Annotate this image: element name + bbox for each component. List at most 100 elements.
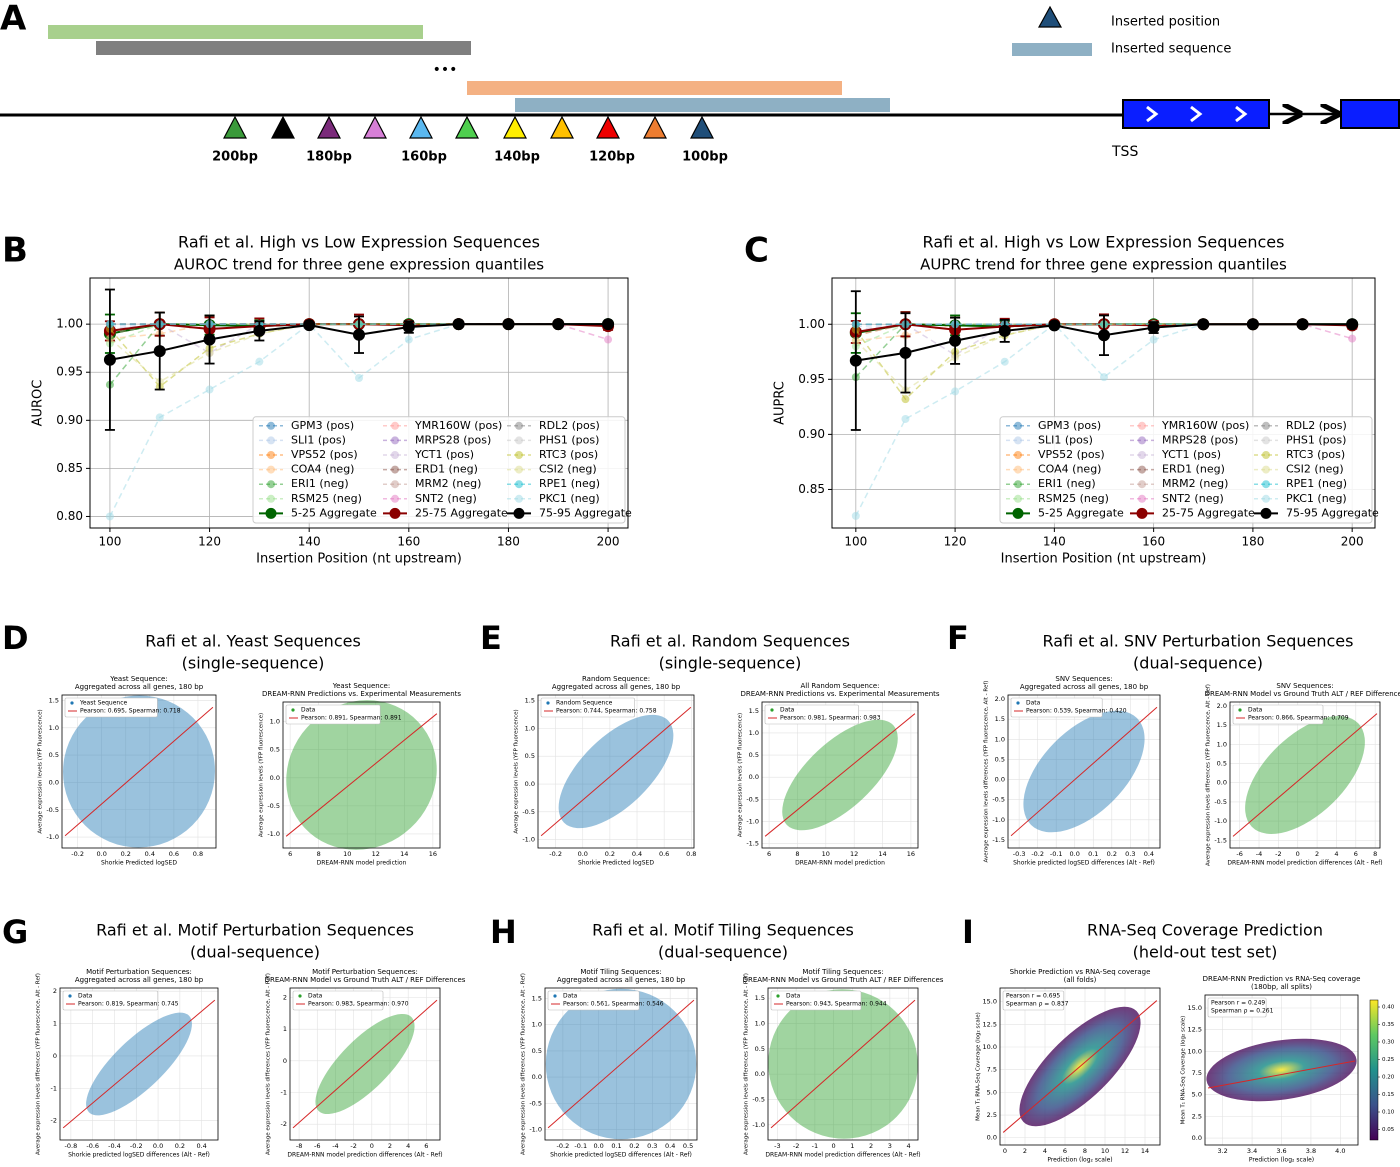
legend-label: Data [1248,707,1263,714]
fit-line [540,706,692,837]
plot-frame [767,987,919,1141]
position-marker [550,115,574,139]
y-tick-label: 12.5 [983,1020,997,1028]
y-tick-label: 1.5 [532,994,542,1002]
x-axis-label: DREAM-RNN model prediction [317,860,407,867]
chart-title: Rafi et al. High vs Low Expression Seque… [178,233,540,252]
legend-label: 75-95 Aggregate [1286,506,1379,519]
x-tick-label: 4.0 [1335,1147,1345,1155]
legend: GPM3 (pos)SLI1 (pos) VPS52 (pos) COA4 (neg… [999,416,1379,524]
x-tick-label: -0.6 [86,1142,99,1150]
legend-marker [1014,465,1022,474]
panel-letter: G [2,913,28,951]
x-tick-label: 12 [850,850,858,858]
insert-bar [96,41,471,55]
y-tick-label: 1.5 [755,994,765,1002]
x-axis-label: DREAM-RNN model prediction differences (… [1227,860,1382,867]
legend-label: RPE1 (neg) [539,477,600,490]
x-tick-label: 120 [198,535,221,549]
legend-marker [267,436,275,445]
x-tick-label: 0.4 [145,850,155,858]
plot-frame [289,987,441,1141]
x-tick-label: 0.8 [193,850,203,858]
point [155,413,164,422]
x-tick-label: -2 [350,1142,356,1150]
y-tick-label: 0.5 [49,751,59,759]
y-tick-label: -0.5 [746,795,759,803]
plot-title: Aggregated across all genes, 180 bp [552,683,681,691]
point [552,318,565,331]
triangles [223,5,1063,139]
panel-title: RNA-Seq Coverage Prediction [1087,921,1323,940]
panel-subtitle: (dual-sequence) [1133,654,1263,673]
insert-bar [48,25,423,39]
legend-label: RTC3 (pos) [539,448,598,461]
x-tick-label: -0.2 [130,1142,143,1150]
fit-line [1232,713,1378,837]
legend-label: Inserted position [1111,15,1220,30]
legend-marker [1262,451,1270,459]
y-tick-label: 1.0 [749,729,759,737]
plot-title: DREAM-RNN Model vs Ground Truth ALT / RE… [265,976,466,984]
panel-letter: D [2,619,29,657]
plot-title: Motif Perturbation Sequences: [86,968,192,976]
position-marker [455,115,479,139]
x-tick-label: 0.1 [611,1142,621,1150]
y-tick-label: -1.0 [1214,817,1227,825]
x-tick-label: 0.4 [1144,850,1154,858]
legend-marker [265,507,277,519]
y-tick-label: 0.85 [56,461,83,475]
legend-label: 25-75 Aggregate [1162,506,1255,519]
legend-marker [391,421,399,430]
panel-a: A ••• 200bp 180bp 160bp 140bp 120bp [0,0,1400,165]
y-tick-label: 1.0 [1217,740,1227,748]
x-tick-label: 4 [907,1142,911,1150]
legend-marker [391,451,399,459]
y-tick-label: 5.0 [987,1088,997,1096]
legend-label: SNT2 (neg) [1162,492,1224,505]
legend-label: Data [1026,700,1041,707]
stats-label: Pearson: 0.891, Spearman: 0.891 [301,715,402,722]
position-marker [409,115,433,139]
x-tick-label: 12 [372,850,380,858]
y-tick-label: -1.5 [992,836,1005,844]
point [951,387,960,396]
point [1348,334,1357,343]
y-tick-label: 12.5 [1188,1026,1202,1034]
x-axis-label: DREAM-RNN model prediction differences (… [287,1152,442,1159]
legend-marker [1138,421,1146,430]
panel-letter: E [480,619,502,657]
colorbar-tick-label: 0.10 [1382,1110,1395,1116]
point [203,333,216,346]
x-tick-label: 8 [1083,1147,1087,1155]
y-tick-label: 0.95 [56,365,83,379]
chart-subtitle: AUROC trend for three gene expression qu… [174,256,544,274]
y-tick-label: 0.5 [1217,759,1227,767]
x-tick-label: 2 [869,1142,873,1150]
stats-label: Pearson: 0.744, Spearman: 0.758 [556,708,657,715]
panel-title: Rafi et al. Motif Tiling Sequences [592,921,854,940]
stats-label: Pearson: 0.943, Spearman: 0.944 [786,1001,887,1008]
legend-marker [267,421,275,430]
legend-marker [291,708,295,712]
y-tick-label: -1.5 [1214,836,1227,844]
x-tick-label: 10 [1101,1147,1109,1155]
x-tick-label: 3 [888,1142,892,1150]
x-tick-label: 2 [388,1142,392,1150]
point [901,414,910,423]
legend-box [770,990,862,1011]
y-tick-label: -0.5 [1214,798,1227,806]
legend-marker [267,465,275,474]
y-tick-label: -0.5 [752,1095,765,1103]
legend-label: SLI1 (pos) [1038,433,1093,446]
point [105,512,114,521]
colorbar-tick-label: 0.30 [1382,1040,1395,1046]
y-tick-label: 0.0 [1192,1134,1202,1142]
fit-line [764,713,916,837]
x-axis-label: Prediction (log₂ scale) [1249,1157,1314,1164]
x-tick-label: 6 [424,1142,428,1150]
y-tick-label: 1.0 [49,724,59,732]
legend-label: SNT2 (neg) [415,492,477,505]
point [849,354,862,367]
x-tick-label: -3 [774,1142,780,1150]
